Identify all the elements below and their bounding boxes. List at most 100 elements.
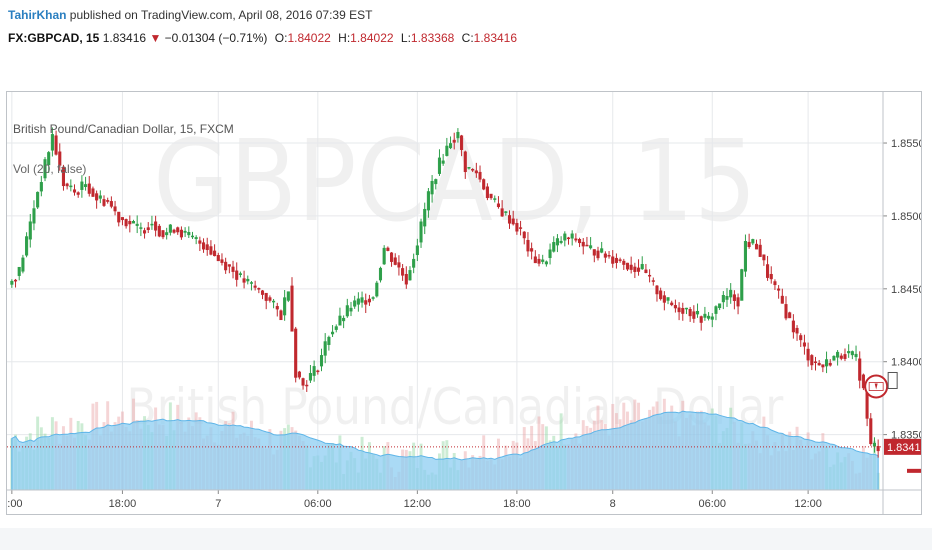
candle-body <box>725 295 729 300</box>
symbol-label[interactable]: FX:GBPCAD, 15 <box>8 31 100 45</box>
candle-body <box>187 232 191 236</box>
candle-body <box>515 222 519 232</box>
candle-body <box>544 261 548 265</box>
candle-body <box>201 242 206 250</box>
candle-body <box>869 418 873 445</box>
chart-frame[interactable]: GBPCAD, 15 British Pound/Canadian Dollar… <box>6 91 922 515</box>
candle-body <box>131 221 136 224</box>
candle-body <box>308 373 312 381</box>
candle-body <box>150 223 154 226</box>
candle-body <box>10 280 14 285</box>
candle-body <box>611 256 615 264</box>
candle-body <box>463 151 467 173</box>
candle-body <box>286 291 290 301</box>
candle-body <box>312 366 316 376</box>
candle-body <box>128 221 132 225</box>
flag-marker-leaf <box>874 383 878 390</box>
candle-body <box>788 312 792 319</box>
candle-body <box>205 244 209 250</box>
candle-body <box>349 307 353 312</box>
candle-body <box>607 255 611 257</box>
open-value: 1.84022 <box>287 31 331 45</box>
candle-body <box>242 278 246 283</box>
candle-body <box>39 182 43 192</box>
candle-body <box>710 316 714 320</box>
candle-body <box>290 285 294 332</box>
low-label: L: <box>400 31 411 45</box>
candle-body <box>264 292 268 301</box>
candle-body <box>305 384 309 387</box>
candle-body <box>618 259 622 261</box>
candle-body <box>648 274 652 277</box>
candle-body <box>176 227 180 233</box>
candle-body <box>54 135 58 155</box>
candle-body <box>600 248 604 253</box>
candle-body <box>157 225 161 237</box>
candle-body <box>301 378 305 386</box>
candle-body <box>751 239 755 244</box>
candle-body <box>526 239 530 252</box>
open-label: O: <box>274 31 288 45</box>
published-line: TahirKhan published on TradingView.com, … <box>8 8 372 22</box>
candle-body <box>319 355 324 367</box>
candle-body <box>390 252 394 262</box>
candle-body <box>36 191 40 208</box>
candle-body <box>559 240 563 243</box>
candle-body <box>714 306 718 314</box>
candle-body <box>721 295 725 303</box>
triangle-down-icon: ▼ <box>149 31 162 45</box>
candle-body <box>530 248 534 252</box>
y-tick-label: 1.83500 <box>891 430 921 442</box>
candle-body <box>578 238 582 244</box>
candle-body <box>353 300 357 307</box>
candle-body <box>283 297 287 316</box>
price-chart[interactable]: GBPCAD, 15 British Pound/Canadian Dollar… <box>7 92 921 514</box>
candle-body <box>810 355 814 366</box>
candle-body <box>364 300 368 305</box>
candle-body <box>876 446 880 452</box>
author-link[interactable]: TahirKhan <box>8 8 67 22</box>
candle-body <box>519 227 523 229</box>
candle-body <box>585 244 589 247</box>
candle-body <box>47 152 51 166</box>
candle-body <box>190 235 195 238</box>
candle-body <box>224 261 228 271</box>
candle-body <box>474 170 478 174</box>
x-tick-label: 06:00 <box>304 498 332 510</box>
published-text: published on TradingView.com, April 08, … <box>69 8 373 22</box>
x-tick-label: 12:00 <box>794 498 822 510</box>
x-tick-label: 18:00 <box>109 498 137 510</box>
candle-body <box>570 233 574 239</box>
candle-body <box>426 191 430 211</box>
candle-body <box>633 266 637 272</box>
candle-body <box>235 270 239 280</box>
candle-body <box>13 279 18 282</box>
candle-body <box>401 268 405 276</box>
candle-body <box>552 242 556 252</box>
candle-body <box>338 315 342 326</box>
candle-body <box>249 282 254 284</box>
close-label: C: <box>461 31 474 45</box>
candle-body <box>743 241 747 272</box>
candle-body <box>25 236 29 256</box>
candle-body <box>482 179 486 190</box>
candle-body <box>17 266 21 276</box>
candle-body <box>80 181 84 190</box>
candle-body <box>493 198 497 200</box>
candle-body <box>109 201 113 207</box>
volume-indicator-label: Vol (20, false) <box>13 162 86 176</box>
candle-body <box>172 229 176 233</box>
candle-body <box>589 245 593 249</box>
candle-body <box>828 362 832 366</box>
candle-body <box>268 297 272 301</box>
y-tick-label: 1.85500 <box>891 138 921 150</box>
candle-body <box>839 355 843 359</box>
x-tick-label: 8 <box>610 498 616 510</box>
candle-body <box>802 342 806 347</box>
candle-body <box>777 288 781 291</box>
candle-body <box>522 231 526 239</box>
candle-body <box>143 230 147 234</box>
candle-body <box>625 262 630 270</box>
candle-body <box>673 305 677 309</box>
x-tick-label: 06:00 <box>699 498 727 510</box>
